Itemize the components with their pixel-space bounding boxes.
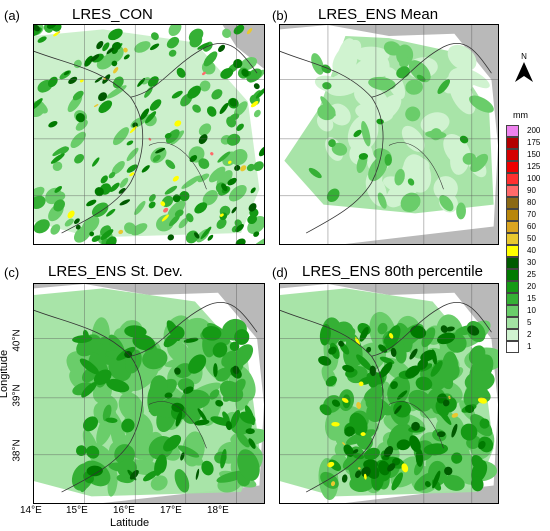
panel-label-c: (c) — [4, 265, 20, 280]
legend-swatch — [506, 173, 519, 185]
map-svg-b — [280, 25, 498, 244]
x-tick-15e: 15°E — [66, 505, 88, 516]
map-panel-c — [33, 283, 265, 504]
legend-swatch — [506, 197, 519, 209]
legend-label: 15 — [527, 294, 536, 303]
legend-label: 150 — [527, 150, 541, 159]
legend-label: 125 — [527, 162, 541, 171]
legend-swatch — [506, 245, 519, 257]
y-tick-38n: 38°N — [11, 439, 23, 462]
panel-title-d: LRES_ENS 80th percentile — [302, 263, 483, 280]
legend-label: 50 — [527, 234, 536, 243]
legend-label: 5 — [527, 318, 532, 327]
map-svg-a — [34, 25, 264, 244]
y-axis-title: Longitude — [0, 349, 11, 399]
legend-label: 60 — [527, 222, 536, 231]
x-tick-14e: 14°E — [20, 505, 42, 516]
legend-label: 1 — [527, 342, 532, 351]
panel-title-b: LRES_ENS Mean — [318, 6, 439, 23]
panel-title-a: LRES_CON — [72, 6, 153, 23]
legend-label: 40 — [527, 246, 536, 255]
legend-label: 30 — [527, 258, 536, 267]
legend-label: 2 — [527, 330, 532, 339]
map-svg-d — [280, 284, 498, 503]
legend-label: 90 — [527, 186, 536, 195]
legend-label: 200 — [527, 126, 541, 135]
legend-swatch — [506, 281, 519, 293]
legend-label: 70 — [527, 210, 536, 219]
legend-label: 25 — [527, 270, 536, 279]
north-arrow-label: N — [521, 52, 527, 61]
legend-swatch — [506, 161, 519, 173]
legend-swatch — [506, 257, 519, 269]
panel-label-d: (d) — [272, 265, 288, 280]
x-tick-17e: 17°E — [160, 505, 182, 516]
legend-swatch — [506, 341, 519, 353]
y-tick-39n: 39°N — [11, 384, 23, 407]
legend-label: 80 — [527, 198, 536, 207]
map-panel-a — [33, 24, 265, 245]
legend-swatch — [506, 149, 519, 161]
panel-title-c: LRES_ENS St. Dev. — [48, 263, 183, 280]
legend-swatch — [506, 305, 519, 317]
legend-swatch — [506, 329, 519, 341]
legend-swatch — [506, 269, 519, 281]
x-axis-title: Latitude — [110, 517, 150, 529]
legend-unit: mm — [513, 110, 528, 120]
y-tick-40n: 40°N — [11, 329, 23, 352]
x-tick-16e: 16°E — [113, 505, 135, 516]
x-tick-18e: 18°E — [207, 505, 229, 516]
legend-label: 10 — [527, 306, 536, 315]
map-panel-b — [279, 24, 499, 245]
legend-label: 175 — [527, 138, 541, 147]
panel-label-b: (b) — [272, 8, 288, 23]
legend-label: 100 — [527, 174, 541, 183]
legend-swatch — [506, 137, 519, 149]
legend-label: 20 — [527, 282, 536, 291]
map-svg-c — [34, 284, 264, 503]
legend-swatch — [506, 293, 519, 305]
legend-swatch — [506, 125, 519, 137]
legend-swatch — [506, 317, 519, 329]
legend-swatch — [506, 233, 519, 245]
legend-swatch — [506, 185, 519, 197]
north-arrow-icon: N — [513, 50, 535, 92]
panel-label-a: (a) — [4, 8, 20, 23]
legend-swatch — [506, 209, 519, 221]
map-panel-d — [279, 283, 499, 504]
legend-swatch — [506, 221, 519, 233]
